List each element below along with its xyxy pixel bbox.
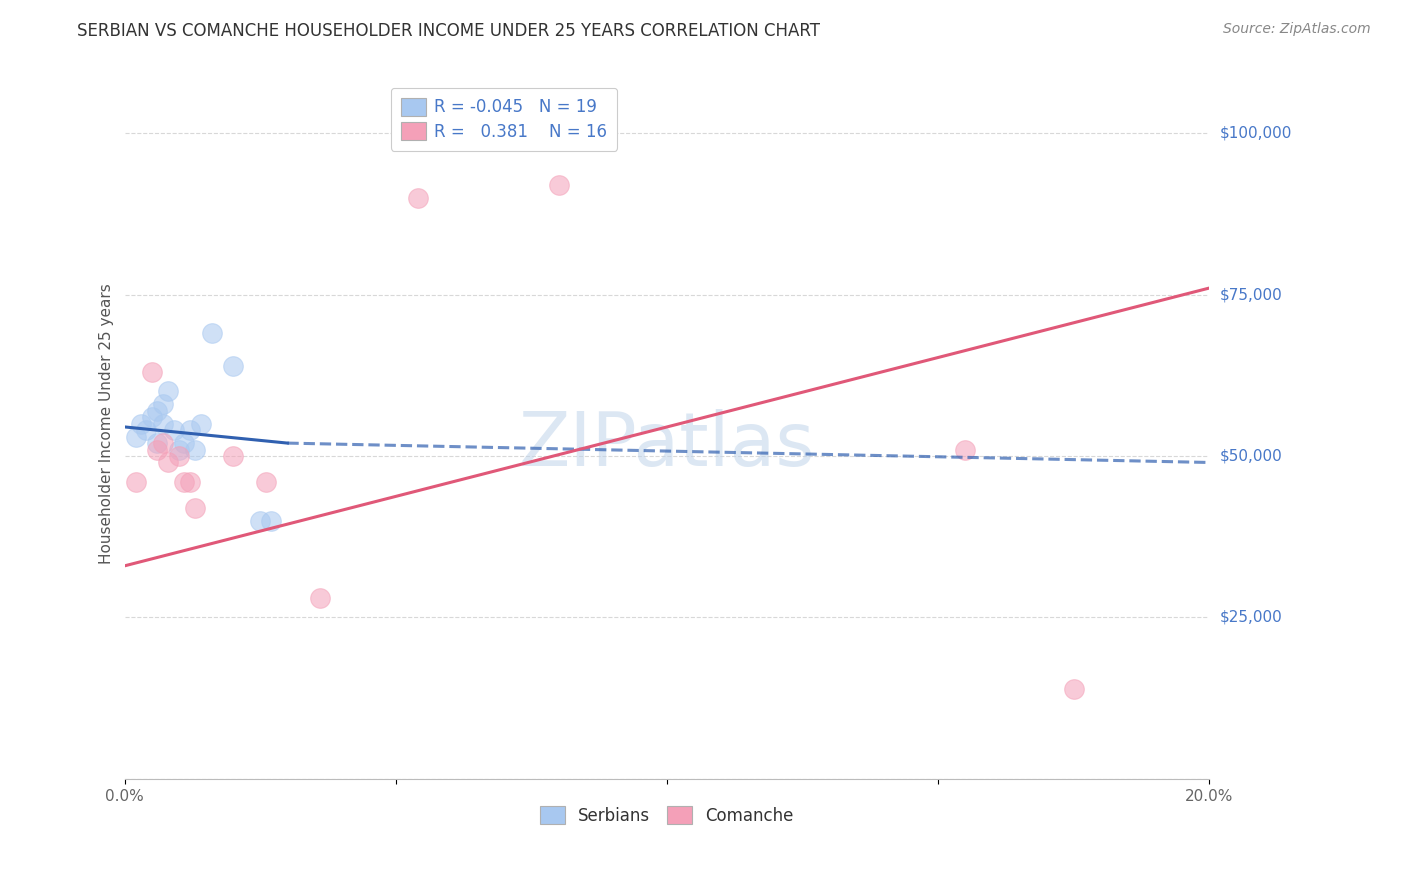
Text: ZIPatlas: ZIPatlas	[519, 409, 815, 482]
Point	[141, 410, 163, 425]
Point	[254, 475, 277, 489]
Text: $100,000: $100,000	[1220, 126, 1292, 141]
Point	[184, 500, 207, 515]
Text: $75,000: $75,000	[1220, 287, 1282, 302]
Point	[152, 436, 174, 450]
Text: $50,000: $50,000	[1220, 449, 1282, 464]
Point	[141, 365, 163, 379]
Point	[179, 475, 201, 489]
Point	[222, 449, 245, 463]
Point	[146, 404, 169, 418]
Point	[173, 436, 195, 450]
Point	[260, 514, 283, 528]
Point	[953, 442, 976, 457]
Point	[184, 442, 207, 457]
Y-axis label: Householder Income Under 25 years: Householder Income Under 25 years	[100, 284, 114, 564]
Point	[173, 475, 195, 489]
Point	[129, 417, 152, 431]
Point	[167, 449, 190, 463]
Point	[547, 178, 569, 192]
Point	[162, 423, 184, 437]
Text: SERBIAN VS COMANCHE HOUSEHOLDER INCOME UNDER 25 YEARS CORRELATION CHART: SERBIAN VS COMANCHE HOUSEHOLDER INCOME U…	[77, 22, 820, 40]
Point	[157, 384, 180, 399]
Point	[135, 423, 157, 437]
Point	[157, 455, 180, 469]
Point	[406, 191, 429, 205]
Text: Source: ZipAtlas.com: Source: ZipAtlas.com	[1223, 22, 1371, 37]
Point	[309, 591, 332, 606]
Text: $25,000: $25,000	[1220, 610, 1282, 625]
Point	[190, 417, 212, 431]
Point	[222, 359, 245, 373]
Legend: Serbians, Comanche: Serbians, Comanche	[530, 796, 804, 835]
Point	[249, 514, 271, 528]
Point	[152, 397, 174, 411]
Point	[146, 442, 169, 457]
Point	[179, 423, 201, 437]
Point	[146, 436, 169, 450]
Point	[167, 442, 190, 457]
Point	[152, 417, 174, 431]
Point	[200, 326, 222, 341]
Point	[124, 475, 146, 489]
Point	[1063, 681, 1085, 696]
Point	[124, 430, 146, 444]
